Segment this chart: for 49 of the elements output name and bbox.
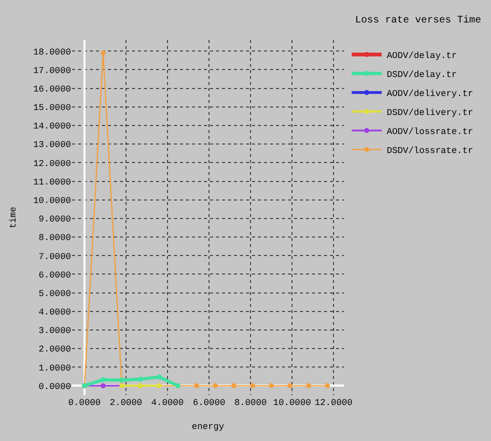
legend-label: DSDV/delay.tr bbox=[386, 70, 457, 80]
y-tick-label: 4.0000 bbox=[38, 308, 71, 318]
y-tick-label: 14.0000 bbox=[33, 122, 71, 132]
point bbox=[268, 383, 274, 388]
point bbox=[100, 50, 106, 56]
point bbox=[231, 383, 236, 388]
y-tick-label: 0.0000 bbox=[38, 382, 71, 392]
legend-label: AODV/delivery.tr bbox=[386, 89, 474, 100]
y-tick-label: 6.0000 bbox=[38, 270, 71, 280]
x-tick-label: 2.0000 bbox=[110, 398, 142, 408]
y-tick-label: 17.0000 bbox=[33, 66, 71, 76]
y-tick-label: 7.0000 bbox=[38, 252, 71, 262]
point bbox=[324, 383, 330, 388]
y-tick-label: 9.0000 bbox=[38, 214, 71, 225]
y-tick-label: 3.0000 bbox=[38, 326, 71, 336]
y-axis-title: time bbox=[8, 206, 19, 228]
point bbox=[138, 376, 144, 382]
y-tick-label: 2.0000 bbox=[38, 344, 71, 355]
y-tick-label: 8.0000 bbox=[38, 233, 71, 244]
y-tick-label: 5.0000 bbox=[38, 288, 71, 299]
point bbox=[212, 383, 218, 388]
x-tick-label: 8.0000 bbox=[234, 398, 267, 408]
point bbox=[156, 374, 162, 380]
point bbox=[100, 383, 106, 388]
y-tick-label: 15.0000 bbox=[33, 103, 71, 114]
legend-label: DSDV/lossrate.tr bbox=[386, 146, 474, 156]
point bbox=[306, 383, 312, 388]
x-tick-label: 6.0000 bbox=[192, 398, 226, 408]
x-tick-label: 4.0000 bbox=[151, 398, 184, 408]
point bbox=[288, 383, 293, 388]
y-tick-label: 18.0000 bbox=[33, 47, 71, 58]
x-tick-label: 10.0000 bbox=[273, 398, 311, 408]
y-tick-label: 10.0000 bbox=[33, 196, 71, 206]
y-tick-label: 11.0000 bbox=[33, 177, 71, 188]
text: Loss rate verses Time bbox=[355, 14, 482, 26]
x-tick-label: 12.0000 bbox=[314, 398, 353, 408]
y-tick-label: 16.0000 bbox=[33, 84, 71, 94]
legend-label: AODV/delay.tr bbox=[386, 51, 457, 62]
x-axis-title: energy bbox=[192, 422, 225, 432]
point bbox=[250, 383, 256, 388]
point bbox=[194, 383, 200, 388]
legend-label: DSDV/delivery.tr bbox=[386, 108, 474, 118]
y-tick-label: 1.0000 bbox=[38, 363, 71, 374]
legend-label: AODV/lossrate.tr bbox=[386, 127, 474, 138]
point bbox=[100, 377, 106, 382]
x-tick-label: 0.0000 bbox=[68, 398, 101, 408]
y-tick-label: 13.0000 bbox=[33, 140, 71, 150]
y-tick-label: 12.0000 bbox=[33, 158, 71, 169]
point bbox=[119, 378, 124, 383]
